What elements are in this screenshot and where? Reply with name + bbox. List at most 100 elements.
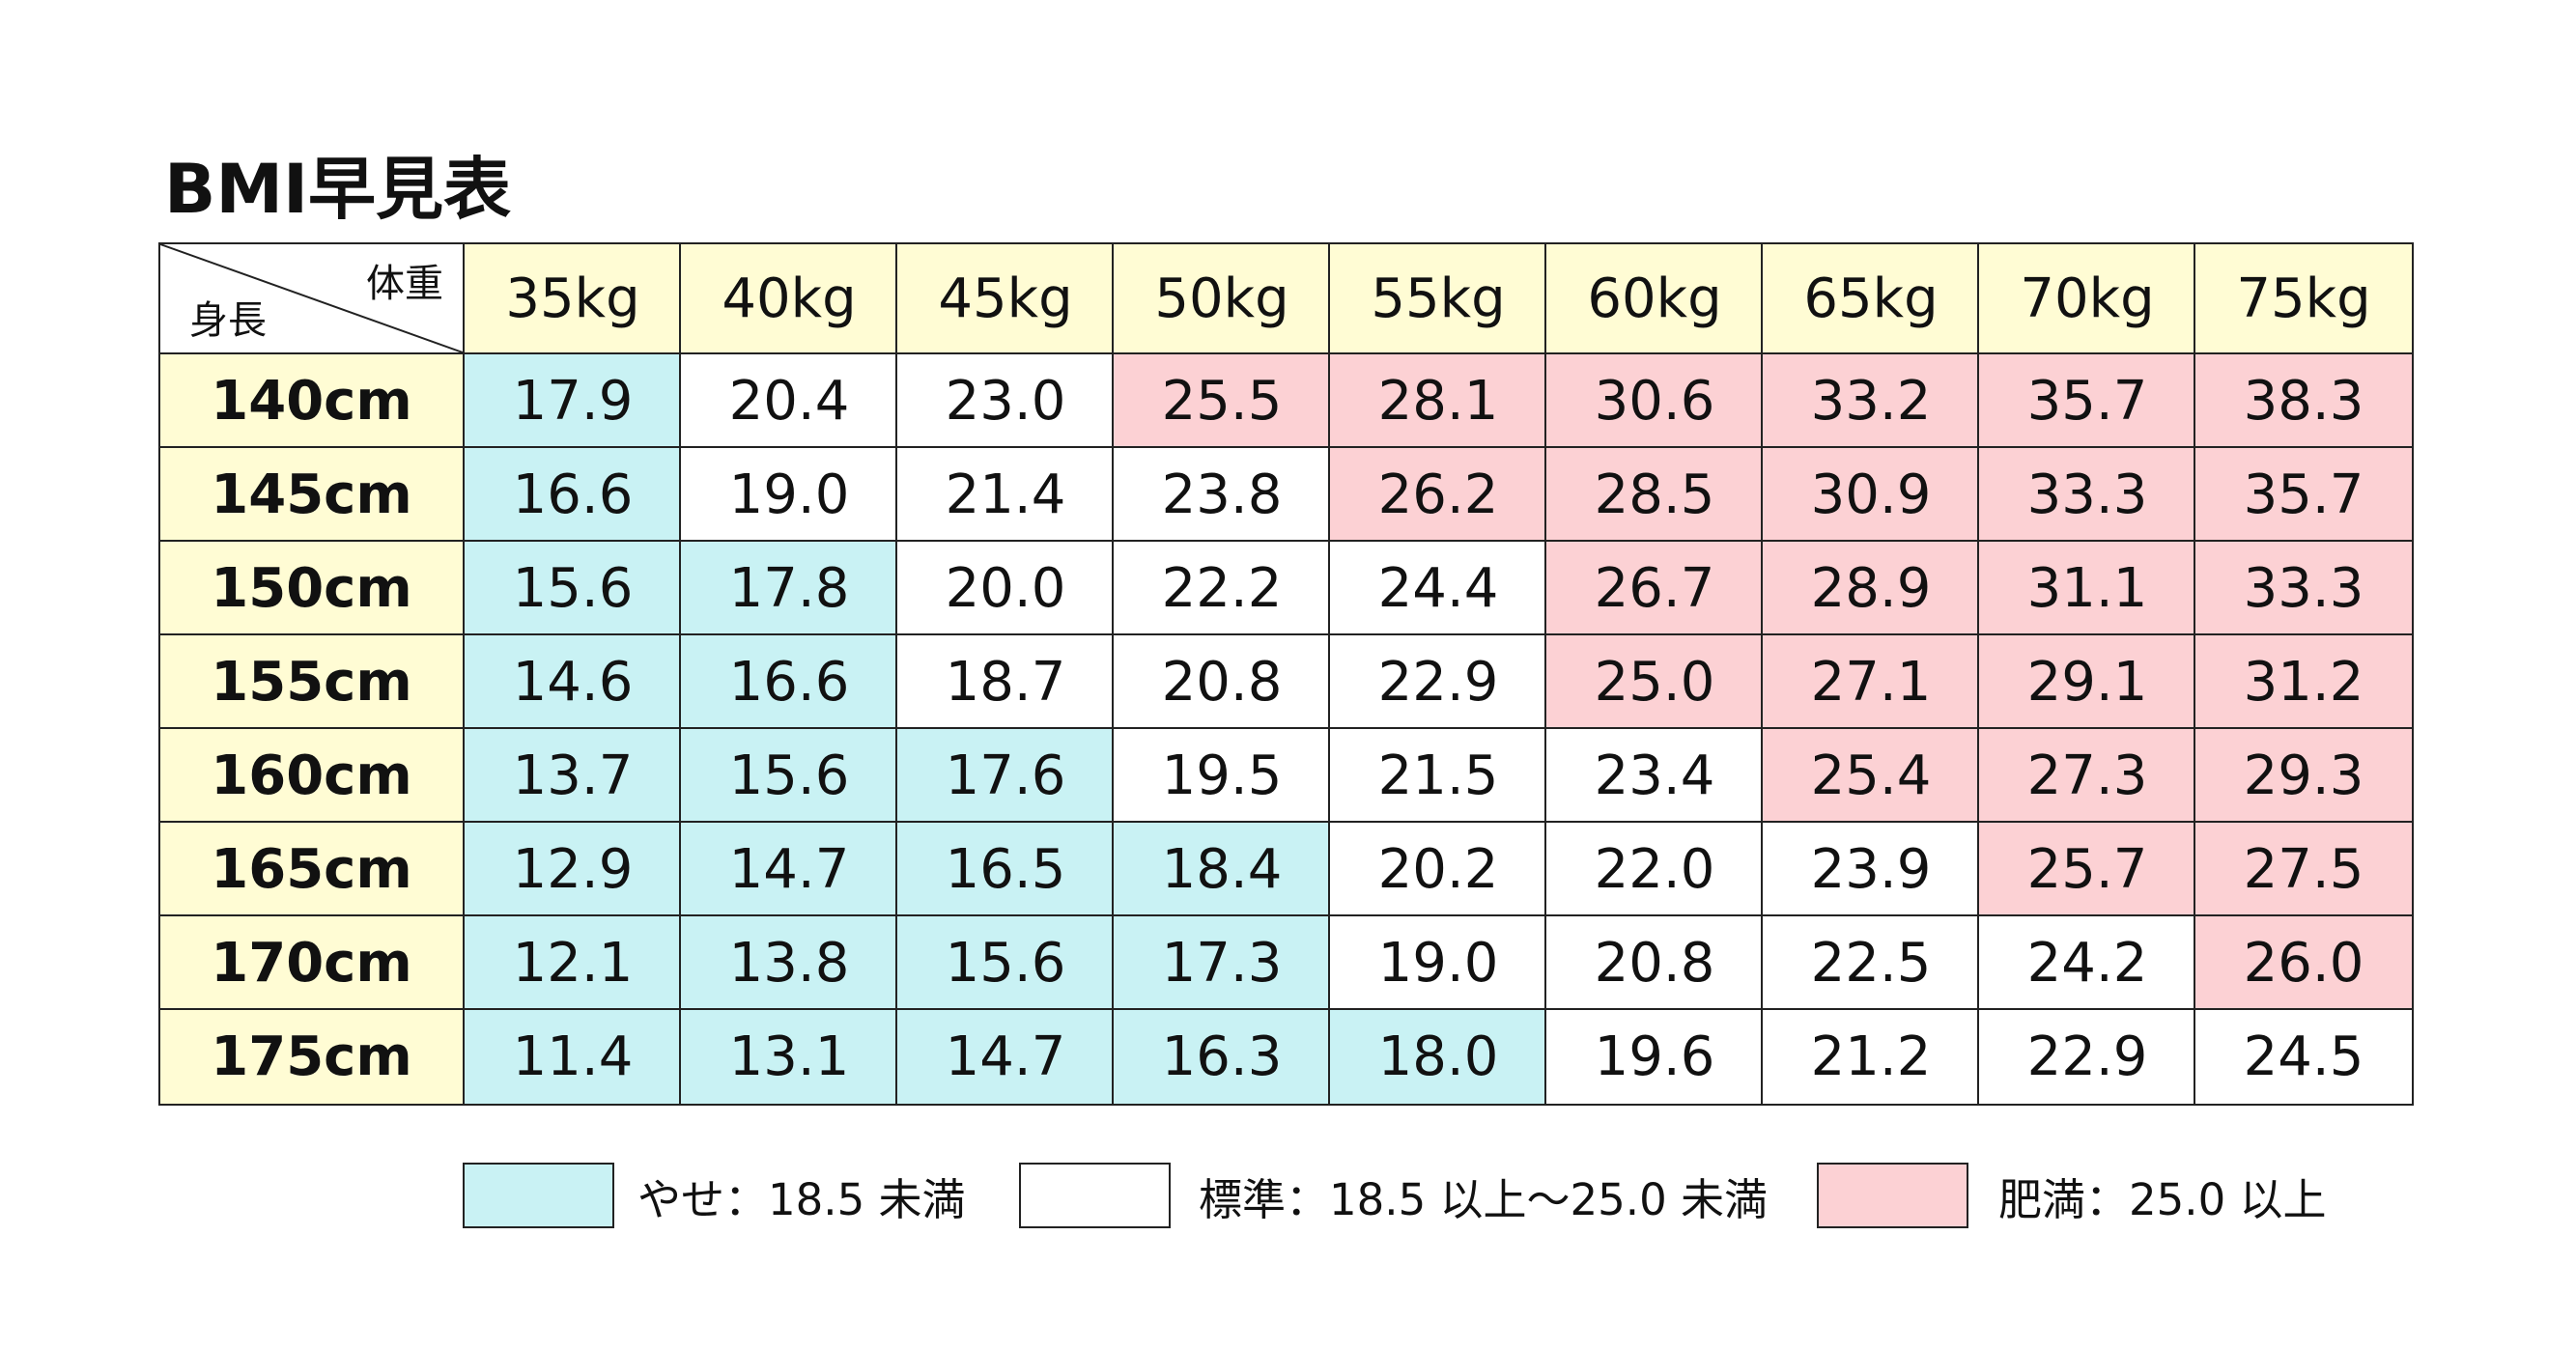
bmi-cell: 22.2: [1112, 540, 1332, 637]
bmi-cell: 27.1: [1761, 633, 1981, 731]
bmi-cell: 22.9: [1328, 633, 1548, 731]
height-label: 身長: [189, 298, 267, 343]
bmi-cell: 26.0: [2194, 914, 2414, 1012]
column-header: 70kg: [1977, 242, 2197, 354]
legend-swatch: [1019, 1163, 1171, 1228]
legend-swatch: [463, 1163, 614, 1228]
legend-label: やせ：18.5 未満: [637, 1173, 966, 1225]
legend-swatch: [1817, 1163, 1968, 1228]
bmi-cell: 13.1: [679, 1008, 899, 1106]
bmi-cell: 15.6: [463, 540, 683, 637]
bmi-cell: 26.7: [1544, 540, 1765, 637]
bmi-cell: 22.5: [1761, 914, 1981, 1012]
bmi-cell: 23.8: [1112, 446, 1332, 544]
row-header: 155cm: [158, 633, 465, 731]
bmi-cell: 20.4: [679, 352, 899, 450]
bmi-cell: 27.5: [2194, 821, 2414, 918]
bmi-cell: 25.0: [1544, 633, 1765, 731]
bmi-cell: 14.6: [463, 633, 683, 731]
bmi-cell: 16.6: [679, 633, 899, 731]
bmi-cell: 21.4: [895, 446, 1116, 544]
bmi-cell: 31.1: [1977, 540, 2197, 637]
bmi-cell: 24.5: [2194, 1008, 2414, 1106]
bmi-cell: 20.2: [1328, 821, 1548, 918]
bmi-cell: 16.6: [463, 446, 683, 544]
bmi-cell: 35.7: [2194, 446, 2414, 544]
bmi-cell: 19.6: [1544, 1008, 1765, 1106]
column-header: 55kg: [1328, 242, 1548, 354]
bmi-cell: 15.6: [895, 914, 1116, 1012]
bmi-cell: 23.0: [895, 352, 1116, 450]
corner-cell: 体重身長: [158, 242, 465, 354]
bmi-cell: 14.7: [679, 821, 899, 918]
row-header: 165cm: [158, 821, 465, 918]
bmi-cell: 30.9: [1761, 446, 1981, 544]
bmi-cell: 13.7: [463, 727, 683, 825]
bmi-cell: 12.9: [463, 821, 683, 918]
bmi-cell: 23.9: [1761, 821, 1981, 918]
bmi-cell: 13.8: [679, 914, 899, 1012]
bmi-cell: 17.6: [895, 727, 1116, 825]
bmi-cell: 33.3: [1977, 446, 2197, 544]
bmi-cell: 30.6: [1544, 352, 1765, 450]
column-header: 65kg: [1761, 242, 1981, 354]
bmi-cell: 33.2: [1761, 352, 1981, 450]
bmi-cell: 38.3: [2194, 352, 2414, 450]
bmi-cell: 19.0: [1328, 914, 1548, 1012]
diagonal: [160, 244, 463, 352]
bmi-cell: 20.8: [1112, 633, 1332, 731]
legend-label: 標準：18.5 以上～25.0 未満: [1199, 1173, 1768, 1225]
bmi-cell: 20.8: [1544, 914, 1765, 1012]
bmi-cell: 17.8: [679, 540, 899, 637]
bmi-cell: 24.2: [1977, 914, 2197, 1012]
row-header: 150cm: [158, 540, 465, 637]
column-header: 60kg: [1544, 242, 1765, 354]
column-header: 40kg: [679, 242, 899, 354]
bmi-cell: 21.2: [1761, 1008, 1981, 1106]
row-header: 160cm: [158, 727, 465, 825]
bmi-cell: 22.0: [1544, 821, 1765, 918]
bmi-cell: 18.4: [1112, 821, 1332, 918]
title: BMI早見表: [164, 150, 512, 229]
bmi-cell: 20.0: [895, 540, 1116, 637]
bmi-cell: 18.0: [1328, 1008, 1548, 1106]
bmi-cell: 15.6: [679, 727, 899, 825]
bmi-cell: 29.1: [1977, 633, 2197, 731]
bmi-cell: 27.3: [1977, 727, 2197, 825]
row-header: 170cm: [158, 914, 465, 1012]
column-header: 35kg: [463, 242, 683, 354]
bmi-cell: 23.4: [1544, 727, 1765, 825]
bmi-cell: 28.1: [1328, 352, 1548, 450]
bmi-cell: 18.7: [895, 633, 1116, 731]
bmi-cell: 17.9: [463, 352, 683, 450]
bmi-cell: 11.4: [463, 1008, 683, 1106]
bmi-cell: 17.3: [1112, 914, 1332, 1012]
bmi-cell: 24.4: [1328, 540, 1548, 637]
bmi-cell: 12.1: [463, 914, 683, 1012]
bmi-cell: 35.7: [1977, 352, 2197, 450]
legend-label: 肥満：25.0 以上: [1998, 1173, 2327, 1225]
row-header: 175cm: [158, 1008, 465, 1106]
bmi-cell: 25.5: [1112, 352, 1332, 450]
row-header: 140cm: [158, 352, 465, 450]
bmi-cell: 19.0: [679, 446, 899, 544]
bmi-cell: 25.7: [1977, 821, 2197, 918]
bmi-cell: 29.3: [2194, 727, 2414, 825]
bmi-cell: 28.5: [1544, 446, 1765, 544]
bmi-cell: 21.5: [1328, 727, 1548, 825]
bmi-cell: 22.9: [1977, 1008, 2197, 1106]
column-header: 75kg: [2194, 242, 2414, 354]
bmi-cell: 33.3: [2194, 540, 2414, 637]
bmi-cell: 31.2: [2194, 633, 2414, 731]
column-header: 50kg: [1112, 242, 1332, 354]
column-header: 45kg: [895, 242, 1116, 354]
bmi-cell: 14.7: [895, 1008, 1116, 1106]
bmi-cell: 16.3: [1112, 1008, 1332, 1106]
row-header: 145cm: [158, 446, 465, 544]
weight-label: 体重: [366, 262, 443, 306]
bmi-cell: 19.5: [1112, 727, 1332, 825]
bmi-cell: 16.5: [895, 821, 1116, 918]
bmi-cell: 25.4: [1761, 727, 1981, 825]
bmi-cell: 26.2: [1328, 446, 1548, 544]
